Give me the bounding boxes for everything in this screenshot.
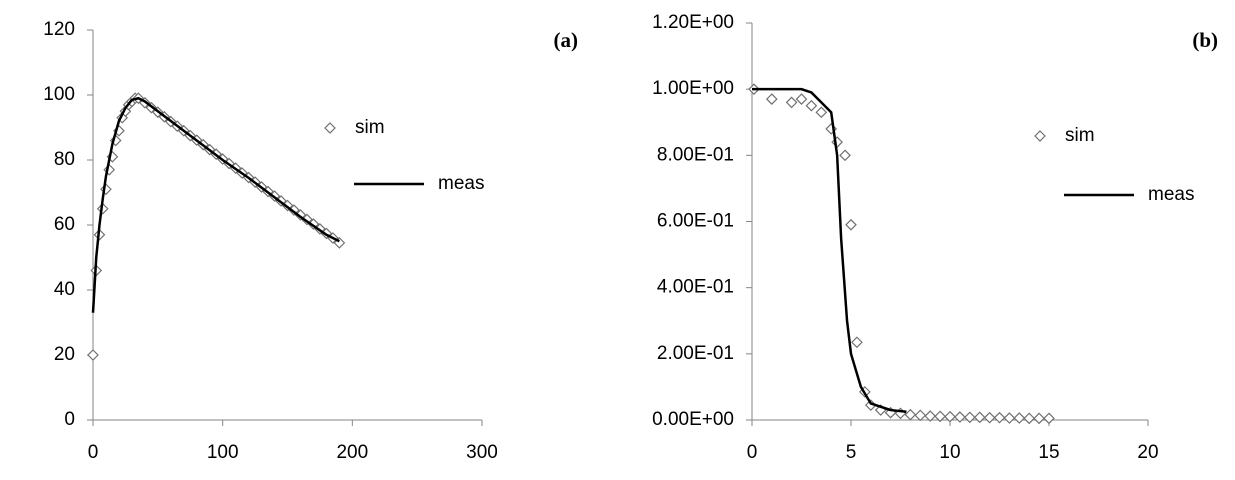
y-tick-label: 6.00E-01 xyxy=(657,211,734,232)
point xyxy=(1033,412,1045,425)
point xyxy=(765,93,778,105)
y-tick-label: 2.00E-01 xyxy=(657,343,734,364)
legend-label: meas xyxy=(438,173,484,194)
point xyxy=(1013,412,1026,424)
line xyxy=(91,96,340,313)
y-tick-label: 0.00E+00 xyxy=(652,409,734,430)
point xyxy=(963,411,976,424)
x-tick-label: 20 xyxy=(1137,442,1158,463)
point xyxy=(1043,412,1055,425)
x-tick-label: 0 xyxy=(88,442,99,463)
x-tick-label: 5 xyxy=(846,442,857,463)
x-tick-label: 10 xyxy=(939,442,960,463)
chart-title: (a) xyxy=(554,28,579,52)
legend-label: meas xyxy=(1148,184,1194,205)
point xyxy=(1003,412,1016,424)
point xyxy=(904,408,917,421)
point xyxy=(785,96,798,109)
point xyxy=(1023,412,1036,425)
legend-label: sim xyxy=(1065,125,1095,146)
chart-title: (b) xyxy=(1192,28,1218,52)
point xyxy=(845,218,857,231)
line xyxy=(752,87,907,413)
y-tick-label: 60 xyxy=(54,214,75,235)
point xyxy=(934,410,946,423)
legend-marker xyxy=(324,122,336,134)
point xyxy=(973,411,986,424)
point xyxy=(839,149,851,162)
y-tick-label: 120 xyxy=(43,19,75,40)
legend-marker xyxy=(1034,130,1046,142)
legend-label: sim xyxy=(355,117,385,138)
point xyxy=(914,409,927,422)
point xyxy=(851,336,863,349)
y-tick-label: 20 xyxy=(54,344,75,365)
point xyxy=(944,410,956,423)
point xyxy=(983,411,996,424)
y-tick-label: 40 xyxy=(54,279,75,300)
y-tick-label: 4.00E-01 xyxy=(657,277,734,298)
x-tick-label: 300 xyxy=(466,442,498,463)
y-tick-label: 8.00E-01 xyxy=(657,144,734,165)
y-tick-label: 1.20E+00 xyxy=(652,12,734,33)
x-tick-label: 0 xyxy=(747,442,758,463)
point xyxy=(924,410,937,422)
y-tick-label: 80 xyxy=(54,149,75,170)
point xyxy=(993,411,1006,424)
point xyxy=(954,411,966,423)
y-tick-label: 1.00E+00 xyxy=(652,78,734,99)
x-tick-label: 200 xyxy=(336,442,368,463)
point xyxy=(815,106,828,119)
point xyxy=(87,349,99,361)
x-tick-label: 15 xyxy=(1038,442,1059,463)
point xyxy=(795,93,808,105)
y-tick-label: 0 xyxy=(64,409,75,430)
point xyxy=(103,163,116,176)
point xyxy=(805,99,818,112)
y-tick-label: 100 xyxy=(43,84,75,105)
x-tick-label: 100 xyxy=(207,442,239,463)
